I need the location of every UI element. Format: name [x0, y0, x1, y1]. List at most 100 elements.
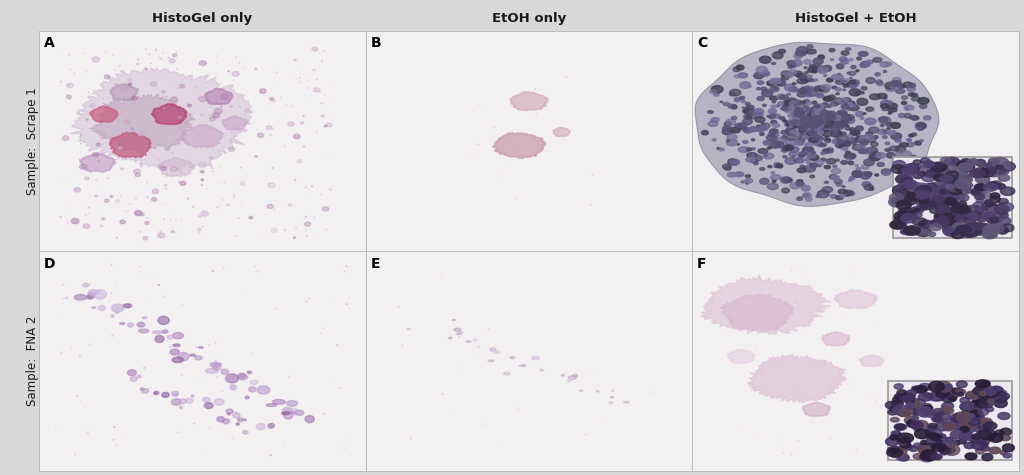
Ellipse shape: [817, 131, 823, 134]
Ellipse shape: [722, 129, 732, 135]
Ellipse shape: [151, 82, 157, 86]
Polygon shape: [79, 153, 116, 172]
Ellipse shape: [742, 119, 753, 125]
Point: [294, 120, 310, 127]
Ellipse shape: [894, 407, 903, 413]
Ellipse shape: [963, 176, 972, 182]
Ellipse shape: [826, 148, 834, 151]
Ellipse shape: [119, 146, 123, 149]
Point: [90, 158, 106, 165]
Ellipse shape: [947, 227, 956, 231]
Ellipse shape: [851, 66, 856, 69]
Ellipse shape: [844, 121, 849, 123]
Ellipse shape: [847, 72, 850, 74]
Ellipse shape: [171, 399, 181, 405]
Ellipse shape: [935, 213, 945, 219]
Ellipse shape: [899, 143, 908, 147]
Ellipse shape: [944, 423, 953, 429]
Ellipse shape: [912, 206, 924, 213]
Point: [805, 415, 821, 423]
Point: [262, 131, 279, 139]
Ellipse shape: [886, 401, 899, 409]
Ellipse shape: [818, 128, 824, 131]
Point: [267, 82, 284, 90]
Ellipse shape: [206, 368, 218, 373]
Ellipse shape: [948, 421, 963, 429]
Point: [840, 336, 856, 344]
Ellipse shape: [816, 115, 828, 121]
Point: [801, 317, 817, 325]
Ellipse shape: [225, 374, 239, 383]
Ellipse shape: [983, 183, 997, 191]
Ellipse shape: [944, 423, 956, 430]
Ellipse shape: [804, 124, 811, 128]
Ellipse shape: [189, 354, 196, 356]
Polygon shape: [109, 132, 152, 158]
Ellipse shape: [611, 390, 614, 391]
Ellipse shape: [913, 454, 924, 459]
Ellipse shape: [803, 124, 811, 128]
Point: [578, 431, 594, 438]
Ellipse shape: [84, 177, 89, 180]
Ellipse shape: [947, 200, 957, 205]
Ellipse shape: [797, 74, 805, 78]
Point: [156, 216, 172, 223]
Ellipse shape: [952, 213, 962, 218]
Ellipse shape: [990, 193, 999, 199]
Point: [786, 299, 803, 306]
Ellipse shape: [964, 218, 975, 226]
Ellipse shape: [919, 199, 929, 204]
Ellipse shape: [942, 212, 955, 219]
Ellipse shape: [943, 225, 959, 236]
Ellipse shape: [701, 131, 709, 135]
Ellipse shape: [809, 123, 818, 129]
Ellipse shape: [890, 435, 898, 440]
Ellipse shape: [130, 128, 133, 130]
Ellipse shape: [907, 87, 915, 91]
Point: [183, 121, 200, 129]
Ellipse shape: [199, 136, 201, 137]
Ellipse shape: [845, 127, 851, 130]
Point: [339, 300, 355, 308]
Ellipse shape: [178, 181, 180, 182]
Point: [510, 405, 526, 412]
Ellipse shape: [250, 380, 258, 384]
Point: [92, 187, 109, 195]
Ellipse shape: [909, 208, 919, 213]
Ellipse shape: [992, 215, 1001, 221]
Ellipse shape: [806, 101, 811, 105]
Ellipse shape: [836, 142, 845, 148]
Ellipse shape: [937, 183, 950, 190]
Ellipse shape: [973, 168, 989, 176]
Ellipse shape: [811, 121, 819, 124]
Ellipse shape: [811, 135, 819, 141]
Ellipse shape: [936, 381, 951, 392]
Ellipse shape: [890, 193, 904, 202]
Ellipse shape: [797, 180, 802, 183]
Ellipse shape: [899, 187, 912, 194]
Ellipse shape: [841, 161, 848, 164]
Ellipse shape: [904, 114, 911, 118]
Point: [528, 110, 545, 117]
Point: [486, 124, 503, 132]
Ellipse shape: [972, 225, 987, 235]
Ellipse shape: [67, 95, 72, 98]
Ellipse shape: [171, 231, 174, 233]
Ellipse shape: [724, 122, 731, 126]
Ellipse shape: [810, 124, 820, 131]
Ellipse shape: [791, 147, 794, 149]
Ellipse shape: [237, 423, 240, 425]
Ellipse shape: [808, 126, 818, 132]
Ellipse shape: [935, 198, 945, 204]
Ellipse shape: [844, 192, 850, 196]
Point: [151, 156, 167, 164]
Ellipse shape: [954, 179, 972, 189]
Ellipse shape: [913, 420, 928, 429]
Ellipse shape: [807, 126, 816, 132]
Point: [325, 376, 341, 383]
Point: [288, 225, 304, 232]
Ellipse shape: [916, 123, 926, 128]
Ellipse shape: [847, 118, 851, 120]
Ellipse shape: [927, 433, 938, 438]
Ellipse shape: [837, 142, 841, 144]
